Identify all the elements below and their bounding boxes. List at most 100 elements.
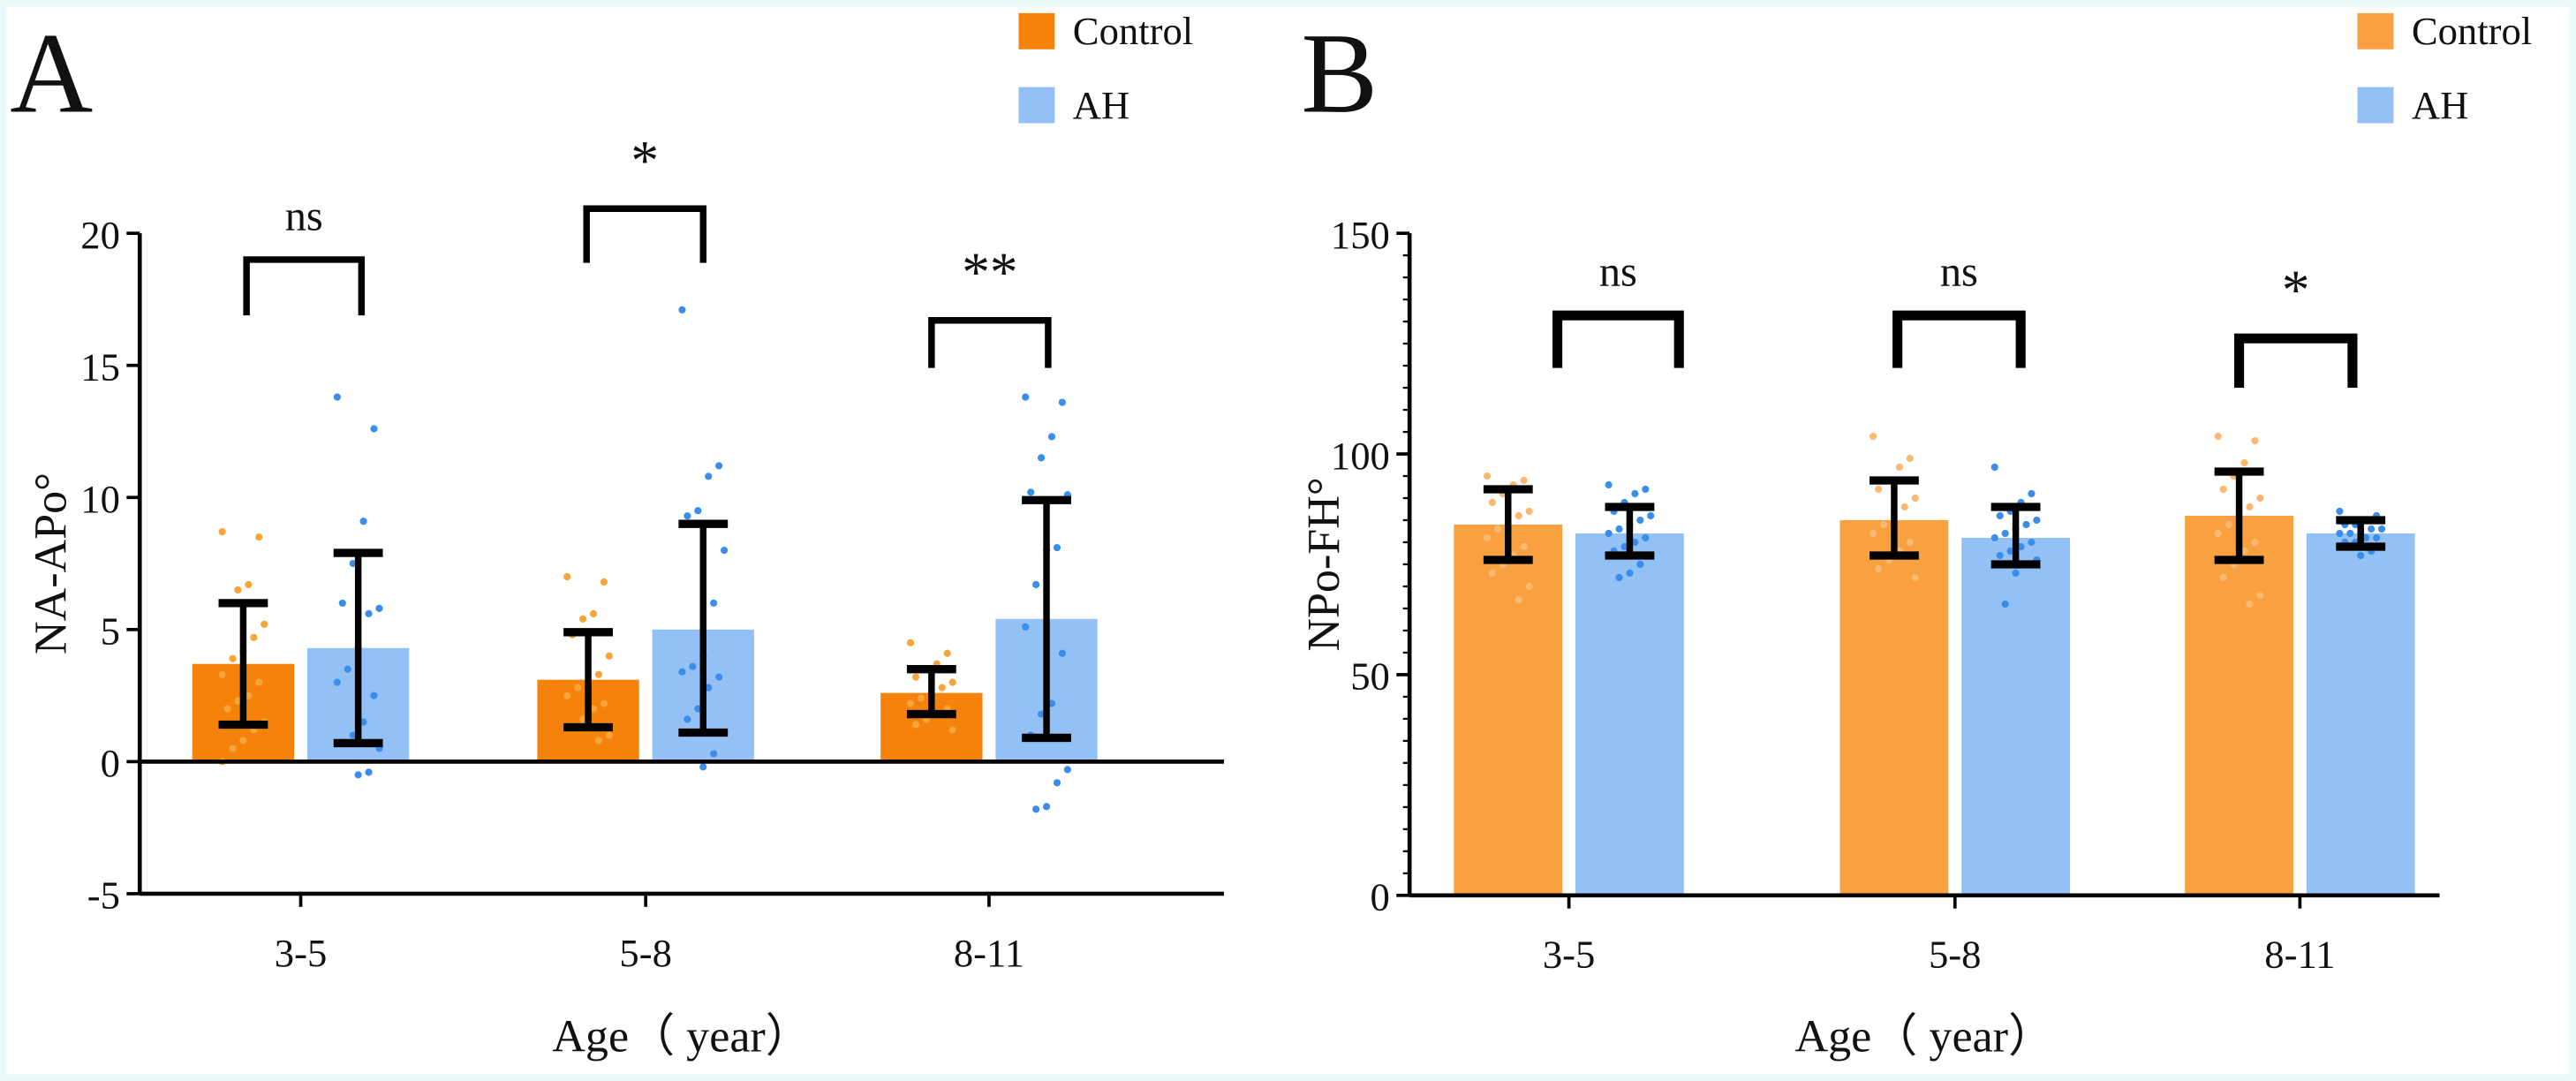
data-point	[2377, 525, 2386, 533]
data-point	[1874, 485, 1883, 494]
significance-bracket	[1892, 310, 2026, 368]
data-point	[2214, 529, 2222, 538]
bar-control-8-11	[2185, 515, 2293, 896]
data-point	[2001, 600, 2009, 609]
x-tick-label: 5-8	[619, 931, 672, 975]
data-point	[2362, 533, 2370, 542]
data-point	[344, 665, 351, 673]
data-point	[1022, 393, 1030, 401]
data-point	[678, 306, 686, 314]
data-point	[1996, 511, 2004, 520]
panel-b: B Control AH ns 3-5 ns 5-8 * 8-11 0 50 100 150 NPo-FH…	[1299, 9, 2532, 1062]
legend-label: Control	[2412, 9, 2532, 53]
data-point	[245, 580, 253, 589]
data-point	[1874, 564, 1883, 573]
y-tick-label: 50	[1350, 654, 1390, 699]
data-point	[218, 670, 226, 678]
data-point	[1636, 516, 1644, 525]
data-point	[2214, 432, 2222, 441]
data-point	[2240, 458, 2248, 467]
data-point	[1879, 520, 1888, 529]
data-point	[2336, 507, 2344, 516]
data-point	[1642, 533, 1650, 542]
data-point	[1626, 569, 1634, 578]
data-point	[359, 718, 367, 726]
data-point	[600, 699, 608, 707]
data-point	[218, 528, 226, 536]
data-point	[689, 662, 697, 670]
data-point	[917, 694, 925, 702]
panel-a: A Control AH ns 3-5 * 5-8 ** 8-11 -5 0 5 10 15 20 NA-AP…	[10, 9, 1224, 1062]
data-point	[684, 715, 691, 723]
y-tick-label: 0	[1371, 875, 1390, 919]
data-point	[1647, 511, 1655, 520]
data-point	[234, 586, 242, 594]
data-point	[2219, 573, 2227, 582]
figure-background	[6, 6, 2570, 1075]
y-tick-label: 20	[80, 213, 120, 257]
bar-ah-8-11	[2306, 533, 2415, 896]
x-tick-label: 3-5	[1543, 933, 1596, 977]
data-point	[349, 559, 357, 568]
data-point	[710, 599, 718, 608]
x-tick-label: 8-11	[2264, 933, 2335, 977]
data-point	[229, 745, 237, 752]
data-point	[2256, 494, 2264, 503]
data-point	[1636, 560, 1644, 569]
significance-label: ns	[285, 193, 323, 239]
data-point	[1642, 485, 1650, 494]
data-point	[1615, 525, 1623, 533]
data-point	[2006, 547, 2014, 556]
y-axis-label: NPo-FH°	[1299, 477, 1349, 651]
data-point	[333, 393, 341, 401]
data-point	[375, 604, 383, 612]
data-point	[1032, 580, 1040, 589]
y-tick-label: -5	[87, 873, 120, 918]
data-point	[938, 684, 946, 692]
data-point	[1911, 573, 1919, 582]
legend-swatch-control	[1018, 12, 1055, 49]
data-point	[605, 652, 613, 660]
data-point	[1520, 542, 1528, 551]
data-point	[1870, 529, 1877, 538]
data-point	[370, 425, 378, 433]
data-point	[705, 472, 713, 480]
data-point	[1515, 595, 1522, 604]
data-point	[1870, 432, 1877, 441]
data-point	[605, 731, 613, 739]
data-point	[2336, 529, 2344, 538]
data-point	[1991, 533, 1998, 542]
data-point	[2028, 538, 2036, 547]
data-point	[1493, 525, 1501, 533]
y-axis-label: NA-APo°	[26, 472, 77, 654]
data-point	[338, 599, 346, 608]
data-point	[1525, 507, 1533, 516]
data-point	[2372, 533, 2381, 542]
data-point	[2240, 547, 2248, 556]
data-point	[694, 507, 702, 515]
data-point	[2246, 503, 2254, 511]
significance-bracket	[1552, 310, 1684, 368]
data-point	[948, 726, 956, 734]
data-point	[948, 678, 956, 686]
data-point	[1047, 699, 1056, 707]
data-point	[1525, 582, 1533, 591]
data-point	[1605, 480, 1613, 489]
data-point	[255, 678, 263, 686]
data-point	[1483, 533, 1492, 542]
significance-label: ns	[1599, 249, 1637, 296]
data-point	[1042, 803, 1051, 811]
significance-bracket	[928, 317, 1052, 368]
data-point	[574, 684, 582, 692]
data-point	[2368, 525, 2376, 533]
data-point	[1053, 544, 1061, 552]
data-point	[1520, 476, 1528, 485]
data-point	[715, 462, 723, 470]
data-point	[349, 731, 357, 739]
data-point	[594, 737, 603, 745]
significance-label: ns	[1940, 249, 1978, 296]
data-point	[1615, 573, 1623, 582]
x-axis-label: Age（ year）	[552, 1012, 812, 1062]
